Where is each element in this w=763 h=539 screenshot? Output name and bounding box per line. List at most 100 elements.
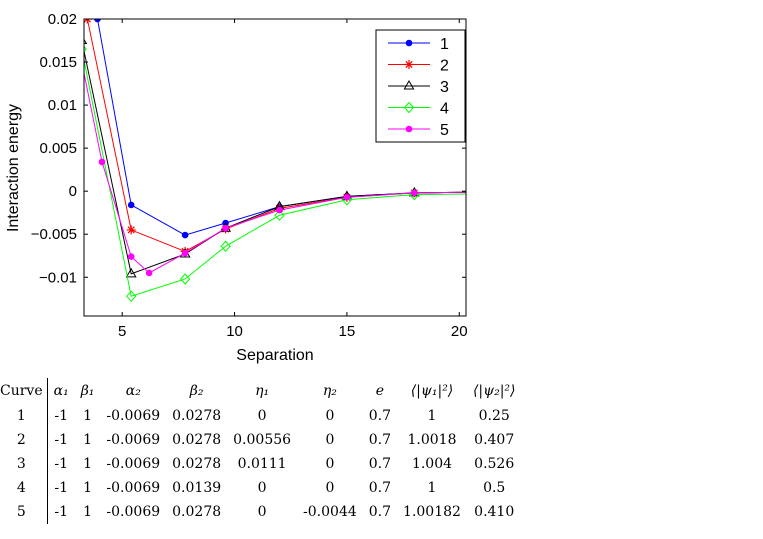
legend-entry-2: 2 xyxy=(388,58,449,75)
table-row: 5 -1 1 -0.0069 0.0278 0 -0.0044 0.7 1.00182 0.410 xyxy=(0,500,522,524)
table-cell: 1 xyxy=(427,408,437,424)
table-cell: 1 xyxy=(0,404,48,428)
table-cell: 0.526 xyxy=(474,456,515,472)
parameters-table: Curve α₁ β₁ α₂ β₂ η₁ η₂ e ⟨|ψ₁|²⟩ ⟨|ψ₂|²⟩ 1 -1 1 -0.… xyxy=(0,378,522,524)
legend-marker xyxy=(403,101,415,114)
table-cell: 0.7 xyxy=(368,432,392,448)
table-cell: 4 xyxy=(0,476,48,500)
table-cell: 0.0111 xyxy=(237,456,287,472)
series-5-point xyxy=(343,193,351,201)
series-4-line xyxy=(84,57,466,297)
legend: 1 2 3 4 5 xyxy=(375,29,466,143)
y-tick-label: −0.005 xyxy=(31,226,77,243)
x-axis-label: Separation xyxy=(236,347,313,364)
table-cell: 0.7 xyxy=(368,480,392,496)
series-4-point xyxy=(179,273,191,285)
table-cell: 0 xyxy=(325,408,335,424)
y-tick-label: 0 xyxy=(69,183,77,200)
table-cell: 0 xyxy=(325,456,335,472)
series-5-point xyxy=(411,189,418,197)
table-header-row: Curve α₁ β₁ α₂ β₂ η₁ η₂ e ⟨|ψ₁|²⟩ ⟨|ψ₂|²⟩ xyxy=(0,378,522,404)
table-cell: 3 xyxy=(0,452,48,476)
table-cell: 0.0278 xyxy=(172,432,222,448)
series-4-point xyxy=(477,189,486,199)
series-4-point xyxy=(84,45,87,53)
legend-label: 2 xyxy=(440,58,449,75)
table-header-cell: β₂ xyxy=(189,383,204,399)
series-2-point xyxy=(477,188,486,197)
legend-entry-3: 3 xyxy=(388,79,449,96)
table-header-cell: α₁ xyxy=(53,383,69,399)
table-row: 3 -1 1 -0.0069 0.0278 0.0111 0 0.7 1.004 0.526 xyxy=(0,452,522,476)
table-cell: -1 xyxy=(54,408,68,424)
table-header-cell: e xyxy=(375,383,385,399)
table-cell: 5 xyxy=(0,500,48,524)
y-tick-label: −0.01 xyxy=(39,269,77,286)
legend-marker xyxy=(403,79,415,90)
legend-label: 1 xyxy=(440,36,449,53)
table-cell: 2 xyxy=(0,428,48,452)
table-cell: 1 xyxy=(83,480,93,496)
table-header-cell: η₁ xyxy=(255,383,270,399)
table-header-cell: η₂ xyxy=(322,383,337,399)
table-header-cell: α₂ xyxy=(125,383,141,399)
series-5-point xyxy=(479,189,485,195)
table-cell: 0 xyxy=(257,408,267,424)
table-row: 4 -1 1 -0.0069 0.0139 0 0 0.7 1 0.5 xyxy=(0,476,522,500)
legend-label: 4 xyxy=(440,101,449,118)
table-cell: -0.0044 xyxy=(303,504,357,520)
plot-frame xyxy=(83,18,467,317)
x-tick-label: 15 xyxy=(339,323,356,340)
table-cell: 1 xyxy=(83,432,93,448)
table-cell: 0 xyxy=(257,504,267,520)
y-tick-label: 0.015 xyxy=(39,54,77,71)
series-5-point xyxy=(127,253,135,260)
table-cell: 1 xyxy=(427,480,437,496)
series-5-point xyxy=(222,224,229,232)
table-cell: 0 xyxy=(257,480,267,496)
table-cell: 0.5 xyxy=(483,480,506,496)
table-cell: -0.0069 xyxy=(106,408,161,424)
y-tick-label: 0.01 xyxy=(48,97,77,114)
x-tick-label: 5 xyxy=(118,323,126,340)
x-tick-label: 20 xyxy=(451,323,468,340)
series-1-point xyxy=(181,231,189,239)
legend-marker xyxy=(405,39,413,47)
table-header-cell: ⟨|ψ₁|²⟩ xyxy=(410,383,454,399)
y-tick-label: 0.005 xyxy=(39,140,77,157)
table-header-cell: Curve xyxy=(0,378,48,404)
series-3-point xyxy=(125,267,137,278)
table-cell: 0.25 xyxy=(478,408,510,424)
y-tick-label: 0.02 xyxy=(48,11,77,28)
table-cell: 0.7 xyxy=(368,408,392,424)
table-cell: -0.0069 xyxy=(106,432,161,448)
table-cell: 0 xyxy=(325,432,335,448)
series-5-point xyxy=(181,249,189,257)
table-cell: 0.0278 xyxy=(172,456,222,472)
series-1-point xyxy=(127,201,135,209)
table-cell: -0.0069 xyxy=(106,456,161,472)
table-cell: -1 xyxy=(54,480,68,496)
table-row: 1 -1 1 -0.0069 0.0278 0 0 0.7 1 0.25 xyxy=(0,404,522,428)
table-cell: 0.410 xyxy=(474,504,515,520)
series-5-point xyxy=(98,158,106,166)
table-cell: -1 xyxy=(54,432,68,448)
table-cell: 1 xyxy=(83,504,93,520)
table-cell: -0.0069 xyxy=(106,480,161,496)
legend-entry-4: 4 xyxy=(388,101,449,118)
series-3-point xyxy=(477,187,486,195)
table-cell: 0.00556 xyxy=(233,432,292,448)
legend-label: 5 xyxy=(440,122,449,139)
legend-marker xyxy=(405,125,413,133)
series-2-point xyxy=(126,225,136,235)
y-axis-label: Interaction energy xyxy=(5,104,22,232)
legend-label: 3 xyxy=(440,79,449,96)
table-cell: 0.0278 xyxy=(172,504,222,520)
table-cell: 1.0018 xyxy=(407,432,457,448)
table-cell: 1.004 xyxy=(411,456,453,472)
series-5-line xyxy=(84,70,466,274)
series-5-point xyxy=(145,269,153,277)
table-cell: -1 xyxy=(54,456,68,472)
table-cell: 0 xyxy=(325,480,335,496)
table-cell: -0.0069 xyxy=(106,504,161,520)
